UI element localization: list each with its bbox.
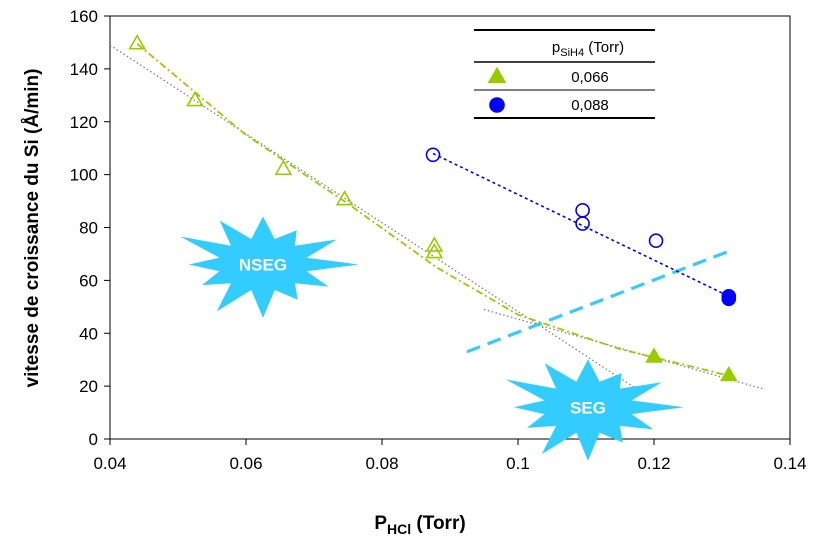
legend-header-sub: SiH4 — [560, 47, 584, 59]
plot-area-frame — [109, 15, 791, 440]
y-tick-label: 100 — [70, 166, 98, 185]
legend-marker — [487, 66, 507, 84]
points-group — [128, 34, 738, 382]
triangle-point — [425, 236, 444, 252]
x-axis-title-main: P — [374, 513, 387, 534]
legend: pSiH4 (Torr) 0,066 0,088 — [474, 29, 655, 119]
trendline — [432, 152, 730, 297]
triangle-point — [128, 34, 147, 50]
y-axis-title: vitesse de croissance du Si (Å/min) — [22, 69, 43, 388]
legend-header-main: p — [552, 39, 560, 56]
circle-point — [648, 233, 664, 249]
y-tick-label: 0 — [89, 430, 98, 449]
y-tick-label: 60 — [79, 271, 98, 290]
circle-point — [425, 147, 441, 163]
triangle-point — [186, 90, 204, 107]
y-tick-label: 80 — [79, 219, 98, 238]
trendline — [136, 43, 730, 377]
reference-lines-group — [109, 44, 763, 392]
x-axis-title: PHCl (Torr) — [374, 513, 465, 537]
starburst-shape — [180, 216, 359, 318]
circle-point — [721, 291, 737, 307]
triangle-point — [719, 365, 738, 382]
legend-header: pSiH4 (Torr) — [552, 39, 624, 59]
x-tick-label: 0.06 — [229, 454, 262, 473]
legend-entry-label: 0,066 — [571, 69, 609, 86]
y-tick-label: 140 — [70, 60, 98, 79]
triangle-point — [335, 190, 354, 206]
x-tick-label: 0.04 — [93, 454, 126, 473]
x-tick-label: 0.1 — [506, 454, 530, 473]
x-tick-label: 0.14 — [773, 454, 806, 473]
circle-point — [575, 203, 590, 218]
triangle-point — [274, 159, 293, 176]
x-tick-label: 0.12 — [637, 454, 670, 473]
x-tick-label: 0.08 — [365, 454, 398, 473]
starburst-shape — [505, 359, 684, 461]
legend-header-unit: (Torr) — [584, 39, 624, 56]
trendlines-group — [136, 43, 730, 377]
legend-entry-label: 0,088 — [571, 97, 609, 114]
annotations-group: NSEG SEG — [180, 216, 684, 461]
legend-marker — [489, 97, 505, 113]
axes-group: 0 20 40 60 80 100 120 140 160 0.04 0.06 0.08 0.1 0.12… — [70, 7, 807, 473]
y-tick-label: 40 — [79, 324, 98, 343]
circle-point — [575, 216, 590, 231]
dotted-reference-line — [109, 44, 641, 392]
y-tick-label: 120 — [70, 113, 98, 132]
annotation-label: SEG — [570, 398, 606, 417]
triangle-point — [425, 242, 444, 259]
annotation-label: NSEG — [239, 256, 287, 275]
y-tick-label: 160 — [70, 7, 98, 26]
dotted-reference-line — [483, 308, 763, 390]
x-axis-title-sub: HCl — [387, 521, 411, 537]
dashed-boundary-line — [466, 249, 730, 354]
y-tick-label: 20 — [79, 377, 98, 396]
x-axis-title-unit: (Torr) — [411, 513, 466, 534]
triangle-point — [645, 347, 663, 363]
